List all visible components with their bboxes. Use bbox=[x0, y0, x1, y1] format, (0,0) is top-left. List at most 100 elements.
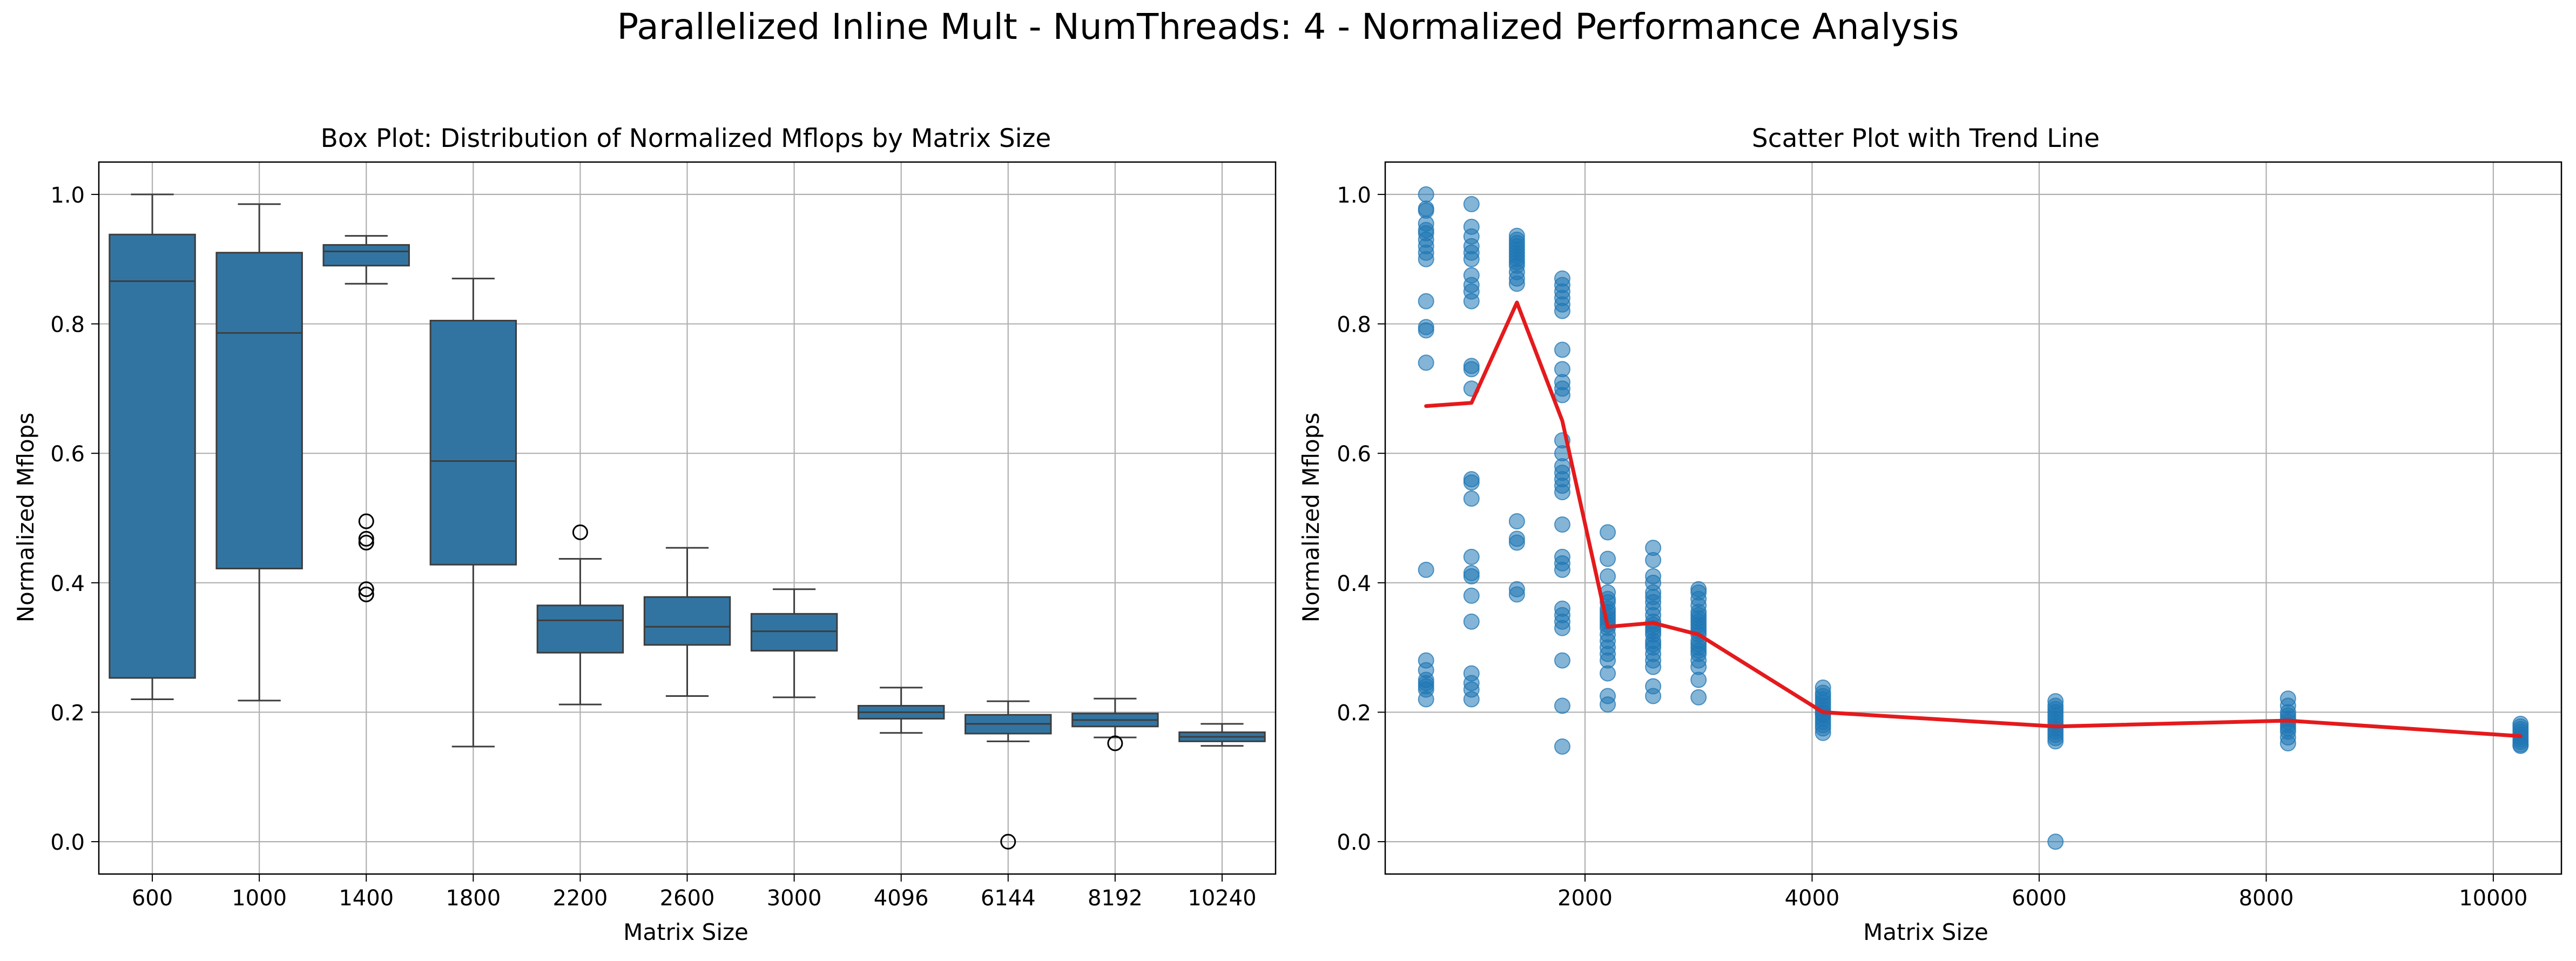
scatter-point bbox=[1508, 534, 1525, 551]
box-plot-chart: Box Plot: Distribution of Normalized Mfl… bbox=[12, 124, 1277, 945]
y-tick-label: 0.2 bbox=[1337, 701, 1371, 725]
box-600 bbox=[109, 193, 196, 700]
y-tick-label: 0.0 bbox=[1337, 830, 1371, 855]
scatter-plot-frame bbox=[1384, 161, 2562, 875]
scatter-point bbox=[1463, 293, 1480, 310]
scatter-point bbox=[1508, 275, 1525, 292]
scatter-point bbox=[1463, 587, 1480, 604]
y-tick-label: 0.8 bbox=[1337, 313, 1371, 338]
box-1000 bbox=[215, 203, 303, 702]
box-3000 bbox=[750, 588, 838, 698]
box-body bbox=[643, 596, 731, 646]
box-body bbox=[215, 252, 303, 569]
scatter-point bbox=[1418, 561, 1434, 578]
box-plot-grid bbox=[99, 162, 1276, 874]
scatter-point bbox=[1463, 474, 1480, 491]
scatter-point bbox=[1690, 671, 1707, 688]
scatter-point bbox=[2280, 735, 2296, 751]
scatter-point bbox=[1554, 697, 1570, 714]
scatter-point bbox=[1418, 251, 1434, 267]
scatter-point bbox=[1554, 738, 1570, 755]
y-tick-label: 0.6 bbox=[1337, 442, 1371, 467]
scatter-point bbox=[1554, 484, 1570, 501]
scatter-point bbox=[1418, 322, 1434, 339]
x-tick-label: 600 bbox=[132, 886, 173, 911]
scatter-point bbox=[1600, 568, 1616, 584]
box-plot-frame bbox=[98, 161, 1277, 875]
scatter-point bbox=[1508, 586, 1525, 603]
scatter-point bbox=[1690, 689, 1707, 705]
scatter-point bbox=[1554, 516, 1570, 533]
x-tick-label: 1400 bbox=[339, 886, 394, 911]
box-6144 bbox=[965, 700, 1052, 850]
scatter-point bbox=[1463, 548, 1480, 565]
y-tick-label: 0.8 bbox=[50, 313, 85, 338]
box-body bbox=[536, 604, 624, 654]
scatter-point bbox=[1463, 196, 1480, 212]
scatter-point bbox=[1463, 251, 1480, 267]
box-plot-xlabel: Matrix Size bbox=[623, 919, 748, 945]
x-tick-label: 6000 bbox=[2012, 886, 2067, 911]
scatter-point bbox=[1418, 354, 1434, 371]
scatter-point bbox=[1463, 691, 1480, 708]
scatter-point bbox=[1554, 303, 1570, 319]
scatter-point bbox=[1554, 561, 1570, 578]
scatter-point bbox=[1418, 186, 1434, 203]
scatter-point bbox=[1600, 665, 1616, 682]
scatter-point bbox=[2512, 737, 2529, 754]
scatter-point bbox=[1554, 387, 1570, 404]
y-tick-label: 1.0 bbox=[1337, 183, 1371, 208]
box-4096 bbox=[857, 687, 945, 734]
x-tick-label: 6144 bbox=[981, 886, 1036, 911]
box-body bbox=[322, 244, 410, 267]
box-plot-title: Box Plot: Distribution of Normalized Mfl… bbox=[321, 124, 1051, 153]
y-tick-label: 0.4 bbox=[50, 572, 85, 596]
y-tick-label: 1.0 bbox=[50, 183, 85, 208]
scatter-plot-chart: Scatter Plot with Trend Line Matrix Size… bbox=[1298, 124, 2562, 945]
x-tick-label: 3000 bbox=[767, 886, 822, 911]
box-2600 bbox=[643, 547, 731, 697]
x-tick-label: 10240 bbox=[1188, 886, 1256, 911]
x-tick-label: 10000 bbox=[2459, 886, 2527, 911]
x-tick-label: 2000 bbox=[1557, 886, 1613, 911]
scatter-point bbox=[1600, 550, 1616, 567]
scatter-plot-grid bbox=[1385, 162, 2561, 874]
outlier-point bbox=[358, 581, 374, 597]
scatter-point bbox=[1815, 724, 1831, 741]
x-tick-label: 4000 bbox=[1785, 886, 1840, 911]
box-body bbox=[750, 613, 838, 652]
box-1800 bbox=[429, 278, 517, 748]
outlier-point bbox=[572, 524, 588, 540]
box-plot-ylabel: Normalized Mflops bbox=[12, 413, 39, 622]
scatter-point bbox=[2047, 834, 2064, 850]
outlier-point bbox=[1107, 735, 1123, 751]
scatter-plot-xlabel: Matrix Size bbox=[1863, 919, 1988, 945]
x-tick-label: 2600 bbox=[660, 886, 715, 911]
outlier-point bbox=[358, 530, 374, 547]
scatter-plot-ylabel: Normalized Mflops bbox=[1298, 413, 1324, 622]
y-tick-label: 0.2 bbox=[50, 701, 85, 725]
scatter-point bbox=[1463, 361, 1480, 378]
scatter-point bbox=[1554, 341, 1570, 358]
x-tick-label: 8000 bbox=[2238, 886, 2294, 911]
scatter-point bbox=[1463, 490, 1480, 507]
box-8192 bbox=[1071, 697, 1159, 751]
scatter-plot-title: Scatter Plot with Trend Line bbox=[1752, 124, 2100, 153]
scatter-point bbox=[1600, 524, 1616, 541]
box-10240 bbox=[1178, 723, 1266, 747]
x-tick-label: 1000 bbox=[232, 886, 287, 911]
outlier-point bbox=[358, 513, 374, 529]
y-tick-label: 0.0 bbox=[50, 830, 85, 855]
x-tick-label: 1800 bbox=[446, 886, 501, 911]
y-tick-label: 0.6 bbox=[50, 442, 85, 467]
scatter-point bbox=[1645, 688, 1662, 704]
figure-title: Parallelized Inline Mult - NumThreads: 4… bbox=[617, 6, 1959, 48]
box-body bbox=[429, 320, 517, 566]
scatter-point bbox=[1463, 613, 1480, 630]
outlier-point bbox=[1000, 834, 1016, 850]
outlier-point bbox=[358, 535, 374, 551]
box-1400 bbox=[322, 235, 410, 602]
scatter-point bbox=[1418, 691, 1434, 708]
box-2200 bbox=[536, 524, 624, 705]
